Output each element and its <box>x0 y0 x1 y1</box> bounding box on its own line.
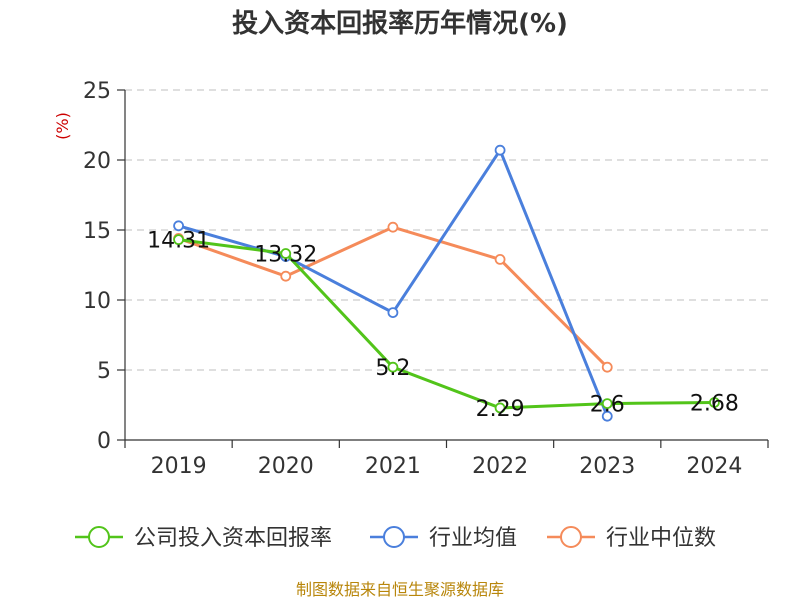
legend-label: 公司投入资本回报率 <box>134 526 332 551</box>
x-tick-label: 2020 <box>258 454 314 479</box>
data-point <box>494 144 506 156</box>
legend-marker <box>560 526 582 548</box>
data-point <box>280 248 292 259</box>
y-tick-label: 0 <box>97 429 111 454</box>
data-point <box>173 220 184 232</box>
data-point <box>601 398 613 410</box>
legend-item-0: 公司投入资本回报率 <box>75 526 332 551</box>
data-point <box>387 221 399 233</box>
legend-marker <box>88 526 110 548</box>
y-tick-label: 20 <box>83 149 111 174</box>
data-label: 13.32 <box>254 243 317 268</box>
axes: 0 5 10 15 20 25 2019 2020 2021 2022 2023 2024 <box>83 79 769 479</box>
data-point <box>387 307 399 319</box>
chart-title: 投入资本回报率历年情况(%) <box>232 8 568 39</box>
series-line-0 <box>178 238 715 410</box>
legend-marker <box>383 526 405 548</box>
legend-label: 行业中位数 <box>606 526 716 551</box>
data-point <box>494 253 506 265</box>
legend-item-2: 行业中位数 <box>547 526 716 551</box>
x-tick-label: 2021 <box>365 454 421 479</box>
y-tick-label: 5 <box>97 359 111 384</box>
x-tick-label: 2022 <box>472 454 528 479</box>
data-point <box>601 410 613 422</box>
data-point <box>709 397 720 408</box>
data-point <box>494 402 506 414</box>
data-point <box>387 361 399 373</box>
data-label: 2.6 <box>590 393 625 418</box>
legend-label: 行业均值 <box>429 526 517 551</box>
legend: 公司投入资本回报率 行业均值 行业中位数 <box>75 526 716 551</box>
source-note: 制图数据来自恒生聚源数据库 <box>296 580 504 599</box>
y-tick-label: 25 <box>83 79 111 104</box>
y-tick-label: 10 <box>83 289 111 314</box>
x-tick-label: 2019 <box>151 454 207 479</box>
x-tick-label: 2024 <box>686 454 742 479</box>
data-label: 2.68 <box>690 391 739 416</box>
y-tick-label: 15 <box>83 219 111 244</box>
x-tick-label: 2023 <box>579 454 635 479</box>
data-label: 2.29 <box>476 397 525 422</box>
y-unit-label: (%) <box>53 112 72 140</box>
data-label: 14.31 <box>147 229 210 254</box>
series-lines <box>173 144 720 422</box>
legend-item-1: 行业均值 <box>370 526 517 551</box>
data-point <box>173 234 184 246</box>
data-label: 5.2 <box>375 356 410 381</box>
data-point <box>280 270 292 282</box>
data-labels: 14.31 13.32 5.2 2.29 2.6 2.68 <box>147 229 739 422</box>
data-point <box>601 361 613 373</box>
